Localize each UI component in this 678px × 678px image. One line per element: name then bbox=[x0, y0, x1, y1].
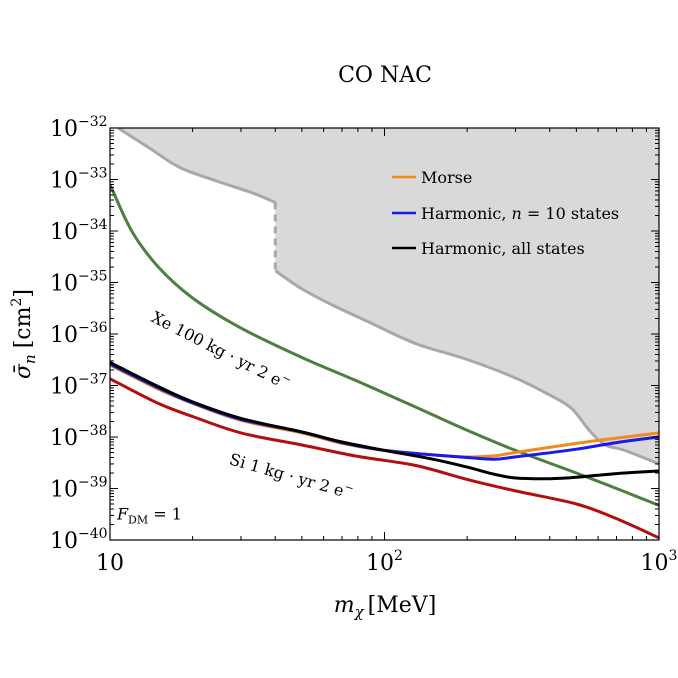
y-tick-label: 10−32 bbox=[50, 114, 108, 142]
xe-label: Xe 100 kg · yr 2 e− bbox=[148, 306, 293, 394]
x-axis-label: mχ [MeV] bbox=[334, 593, 437, 621]
series-line-si-1-kg-yr-2-e bbox=[110, 377, 659, 540]
series-layer bbox=[110, 183, 659, 540]
legend-label-harmonic-n10: Harmonic, n = 10 states bbox=[421, 204, 619, 223]
excluded-region-fill bbox=[118, 128, 659, 464]
si-label: Si 1 kg · yr 2 e− bbox=[227, 448, 355, 503]
excluded-region-layer bbox=[117, 128, 659, 466]
series-line-harmonic-all-states bbox=[110, 361, 659, 481]
legend: Morse Harmonic, n = 10 states Harmonic, … bbox=[392, 168, 619, 258]
y-tick-label: 10−33 bbox=[50, 166, 108, 194]
x-tick-label: 102 bbox=[366, 548, 403, 576]
y-tick-label: 10−34 bbox=[50, 217, 108, 245]
y-tick-label: 10−40 bbox=[50, 526, 108, 554]
chart-title: CO NAC bbox=[338, 63, 432, 88]
y-tick-label: 10−36 bbox=[50, 320, 108, 348]
y-axis-label: σ̄n[cm2] bbox=[9, 289, 39, 379]
excluded-region-boundary bbox=[117, 128, 276, 204]
y-tick-label: 10−39 bbox=[50, 475, 108, 503]
x-tick-label: 10 bbox=[96, 551, 124, 576]
series-line-xe-100-kg-yr-2-e bbox=[110, 183, 659, 507]
tick-layer: 10 102 103 10−32 10−33 10−34 10−35 10−36 10−37 10… bbox=[50, 114, 677, 576]
y-tick-label: 10−37 bbox=[50, 372, 108, 400]
legend-label-harmonic-all: Harmonic, all states bbox=[421, 239, 585, 258]
y-tick-label: 10−35 bbox=[50, 269, 108, 297]
x-tick-label: 103 bbox=[641, 548, 678, 576]
fdm-label: FDM = 1 bbox=[116, 505, 182, 527]
y-tick-label: 10−38 bbox=[50, 423, 108, 451]
legend-label-morse: Morse bbox=[421, 168, 472, 187]
